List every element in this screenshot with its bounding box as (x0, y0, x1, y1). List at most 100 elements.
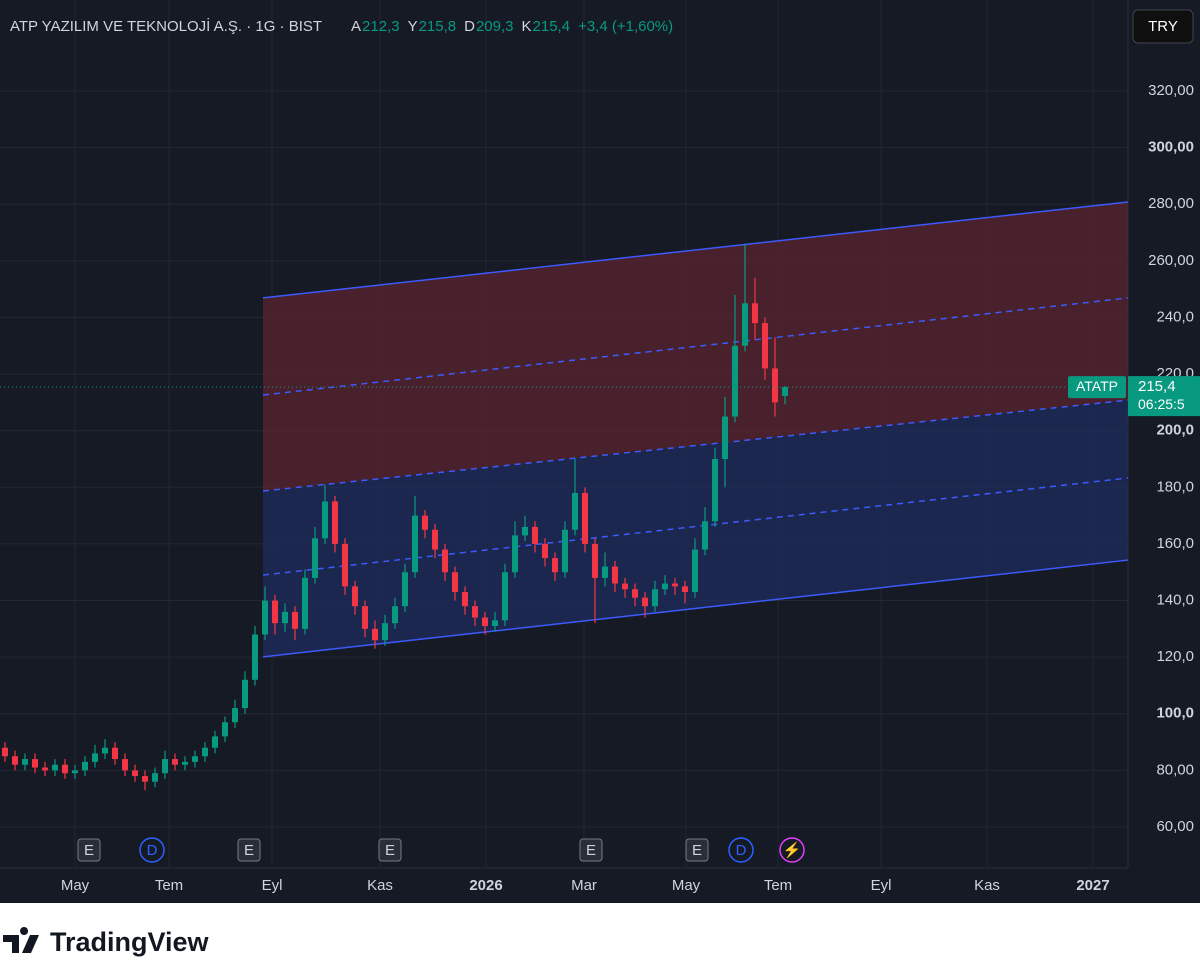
candle-body (782, 387, 788, 396)
symbol-tag-bg (1068, 376, 1126, 399)
candle-body (252, 634, 258, 680)
candle-body (362, 606, 368, 629)
candle-body (122, 759, 128, 771)
channel-line (262, 201, 1129, 299)
event-badge (579, 838, 603, 862)
y-tick-label: 80,00 (1156, 761, 1194, 778)
event-flash: ⚡ (779, 837, 805, 863)
candle-body (612, 566, 618, 584)
candle-body (392, 606, 398, 624)
candle-body (342, 543, 348, 587)
y-tick-label: 160,0 (1156, 535, 1194, 552)
candle-body (62, 764, 68, 774)
ohlc-low: 209,3 (476, 18, 514, 35)
lower-band (263, 400, 1128, 657)
channel (262, 201, 1129, 658)
ohlc: A 212,3 Y 215,8 D 209,3 K 215,4 +3,4 (+1,60%) (351, 18, 673, 35)
y-tick-label: 140,0 (1156, 592, 1194, 609)
candle-body (512, 535, 518, 573)
candle-body (372, 628, 378, 641)
ohlc-high: 215,8 (419, 18, 457, 35)
candle-body (442, 549, 448, 573)
x-tick-label: Eyl (262, 877, 283, 894)
event-badge (77, 838, 101, 862)
x-tick-label: May (672, 877, 701, 894)
x-tick-label: Kas (974, 877, 1000, 894)
event-label: ⚡ (783, 841, 802, 859)
brand: TradingView (50, 927, 210, 957)
candle-body (232, 708, 238, 723)
candle-body (492, 620, 498, 627)
event-label: E (385, 842, 395, 859)
candle-body (72, 770, 78, 774)
event-label: E (586, 842, 596, 859)
logo-icon (3, 927, 39, 953)
candle-body (12, 756, 18, 765)
price-tag-bg (1128, 376, 1200, 417)
ohlc-high-label: Y (408, 18, 418, 35)
event-earnings: E (237, 838, 261, 862)
candle-body (752, 303, 758, 324)
candle-body (562, 529, 568, 573)
x-tick-label: Kas (367, 877, 393, 894)
event-label: E (244, 842, 254, 859)
candle-body (212, 736, 218, 748)
event-badge (139, 837, 165, 863)
candle-body (132, 770, 138, 777)
event-dividend: D (728, 837, 754, 863)
x-tick-label: Mar (571, 877, 597, 894)
candle-body (92, 753, 98, 762)
channel-line (262, 477, 1129, 576)
candle-body (52, 764, 58, 771)
candle-body (22, 759, 28, 765)
candle-body (532, 526, 538, 544)
price-tag: 215,4 (1138, 378, 1176, 395)
channel-line (262, 399, 1129, 492)
candle-body (462, 592, 468, 607)
ohlc-open-label: A (351, 18, 361, 35)
candle-body (172, 759, 178, 765)
countdown: 06:25:5 (1138, 396, 1185, 412)
x-tick-label: May (61, 877, 90, 894)
candle-body (642, 597, 648, 607)
candle-body (412, 515, 418, 573)
ohlc-open: 212,3 (362, 18, 400, 35)
candle-body (722, 416, 728, 459)
candles (2, 243, 788, 791)
symbol-tag: ATATP (1076, 378, 1118, 394)
candle-body (152, 773, 158, 782)
y-tick-label: 200,0 (1156, 422, 1194, 439)
y-tick-label: 120,0 (1156, 648, 1194, 665)
candle-body (702, 521, 708, 550)
currency-button[interactable] (1132, 9, 1194, 44)
candle-body (312, 538, 318, 578)
candle-body (202, 747, 208, 757)
candle-body (162, 759, 168, 774)
y-tick-label: 280,00 (1148, 195, 1194, 212)
candle-body (142, 776, 148, 782)
candle-body (632, 589, 638, 598)
x-tick-label: Tem (764, 877, 792, 894)
event-earnings: E (685, 838, 709, 862)
candle-body (712, 459, 718, 522)
candle-body (762, 323, 768, 369)
x-tick-label: Tem (155, 877, 183, 894)
candle-body (382, 623, 388, 641)
candle-body (102, 747, 108, 754)
event-dividend: D (139, 837, 165, 863)
y-tick-label: 180,0 (1156, 478, 1194, 495)
event-earnings: E (77, 838, 101, 862)
event-label: E (84, 842, 94, 859)
ohlc-change: +3,4 (+1,60%) (578, 18, 673, 35)
candle-body (602, 566, 608, 578)
candle-body (552, 558, 558, 573)
candle-body (32, 759, 38, 768)
y-tick-label: 60,00 (1156, 818, 1194, 835)
candle-body (502, 572, 508, 621)
candle-body (662, 583, 668, 590)
y-tick-label: 240,0 (1156, 308, 1194, 325)
currency[interactable]: TRY (1148, 18, 1178, 35)
event-label: E (692, 842, 702, 859)
candle-body (112, 747, 118, 760)
candle-body (472, 606, 478, 618)
